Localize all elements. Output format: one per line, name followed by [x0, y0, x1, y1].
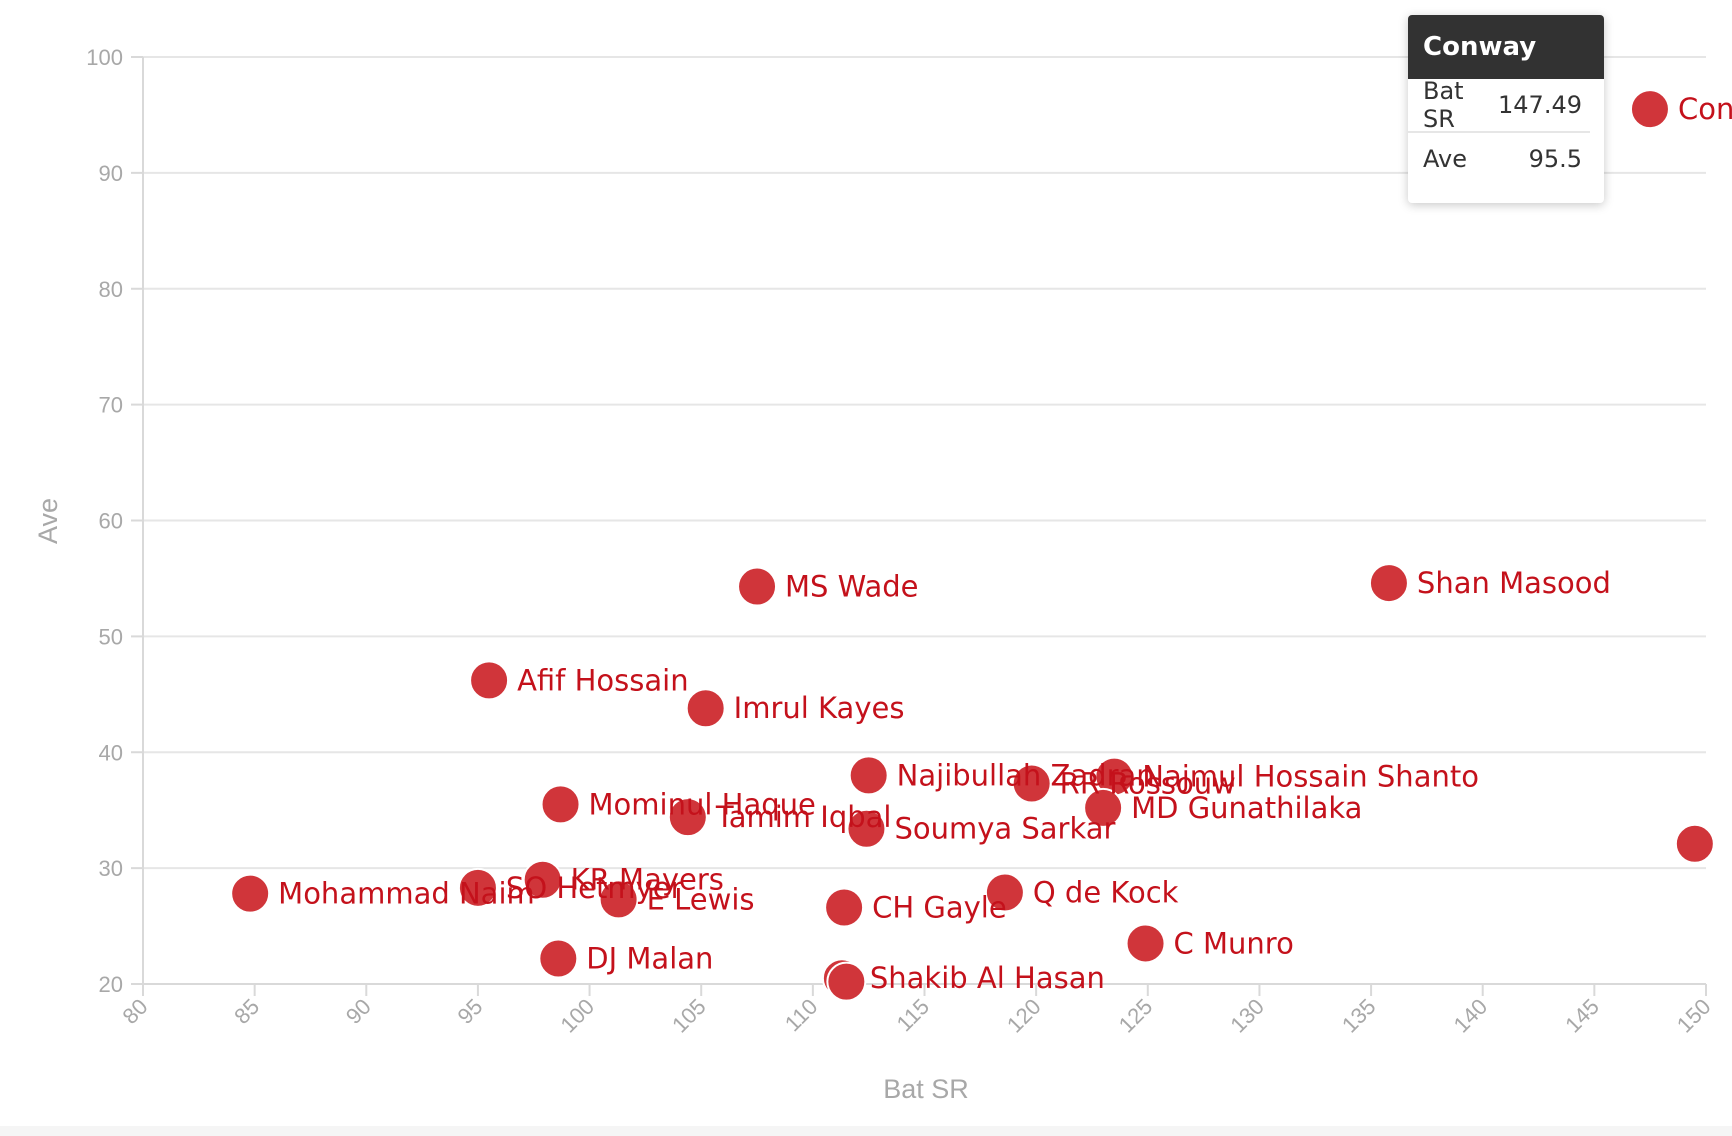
scatter-point[interactable] — [598, 879, 639, 920]
x-tick-label: 125 — [1114, 994, 1158, 1038]
point-label: DJ Malan — [586, 942, 713, 976]
scatter-point[interactable] — [846, 808, 887, 849]
y-tick-label: 50 — [99, 624, 123, 649]
point-label: C Munro — [1174, 926, 1294, 960]
scatter-point[interactable] — [685, 688, 726, 729]
point-label: Q de Kock — [1033, 875, 1179, 909]
point-label: MD Gunathilaka — [1131, 791, 1362, 825]
point-label: Tamim Iqbal — [715, 800, 892, 834]
point-label: Shakib Al Hasan — [870, 961, 1105, 995]
x-tick-label: 90 — [341, 994, 376, 1029]
bottom-strip — [0, 1126, 1732, 1136]
data-labels: Conway Shan Masood MS Wade Afif Hossain Imru… — [278, 92, 1732, 995]
point-label: KR Mayers — [571, 863, 724, 897]
point-label: MS Wade — [785, 570, 919, 604]
y-tick-label: 60 — [99, 509, 123, 534]
point-label: Afif Hossain — [517, 663, 689, 697]
x-tick-label: 80 — [118, 994, 153, 1029]
scatter-point[interactable] — [848, 755, 889, 796]
tooltip-row-label: Bat SR — [1423, 77, 1464, 133]
scatter-point[interactable] — [522, 859, 563, 900]
gridlines — [143, 56, 1706, 870]
point-label: Shan Masood — [1417, 566, 1611, 600]
x-tick-label: 150 — [1672, 994, 1716, 1038]
point-label: SO Hetmyer — [506, 871, 683, 905]
data-points[interactable] — [230, 89, 1715, 1002]
x-tick-label: 100 — [555, 994, 599, 1038]
scatter-point[interactable] — [824, 887, 865, 928]
y-tick-label: 30 — [99, 856, 123, 881]
x-tick-label: 135 — [1337, 994, 1381, 1038]
x-tick-label: 95 — [452, 994, 487, 1029]
point-label: Soumya Sarkar — [894, 812, 1115, 846]
scatter-point[interactable] — [1629, 89, 1670, 130]
y-tick-label: 90 — [99, 161, 123, 186]
scatter-point[interactable] — [469, 660, 510, 701]
tooltip-row-ave: Ave 95.5 — [1408, 133, 1604, 185]
scatter-point[interactable] — [826, 961, 867, 1002]
tooltip-title: Conway — [1408, 15, 1604, 79]
scatter-point[interactable] — [540, 784, 581, 825]
scatter-point[interactable] — [1125, 923, 1166, 964]
y-tick-label: 100 — [86, 45, 123, 70]
tooltip-row-label: Ave — [1423, 145, 1467, 173]
point-label: Najibullah Zadran — [897, 758, 1155, 792]
point-label: Mohammad Naim — [278, 877, 535, 911]
y-axis-title: Ave — [33, 498, 63, 544]
x-tick-label: 120 — [1002, 994, 1046, 1038]
point-label: E Lewis — [647, 882, 755, 916]
point-label: Najmul Hossain Shanto — [1142, 760, 1479, 794]
point-label: Mominul Haque — [589, 787, 816, 821]
x-tick-label: 140 — [1449, 994, 1493, 1038]
tooltip-row-value: 95.5 — [1528, 145, 1582, 173]
x-tick-label: 105 — [667, 994, 711, 1038]
point-label: CH Gayle — [872, 891, 1007, 925]
point-tooltip: Conway Bat SR 147.49 Ave 95.5 — [1408, 15, 1604, 203]
scatter-point[interactable] — [1083, 787, 1124, 828]
scatter-point[interactable] — [737, 566, 778, 607]
scatter-point[interactable] — [1674, 823, 1715, 864]
point-label: Imrul Kayes — [734, 691, 905, 725]
scatter-point[interactable] — [538, 938, 579, 979]
point-label: RR Rossouw — [1060, 767, 1236, 801]
y-tick-label: 20 — [99, 972, 123, 997]
scatter-point[interactable] — [1368, 563, 1409, 604]
scatter-point[interactable] — [667, 797, 708, 838]
scatter-point[interactable] — [1011, 763, 1052, 804]
x-tick-label: 110 — [780, 994, 822, 1036]
x-tick-label: 130 — [1225, 994, 1269, 1038]
point-label: Conway — [1678, 92, 1732, 126]
x-tick-label: 85 — [229, 994, 264, 1029]
y-tick-label: 40 — [99, 740, 123, 765]
scatter-point[interactable] — [457, 867, 498, 908]
tooltip-row-bat-sr: Bat SR 147.49 — [1408, 77, 1590, 133]
x-tick-label: 115 — [892, 994, 934, 1036]
scatter-point[interactable] — [230, 873, 271, 914]
scatter-point[interactable] — [984, 872, 1025, 913]
x-tick-label: 145 — [1560, 994, 1604, 1038]
tooltip-row-value: 147.49 — [1498, 91, 1582, 119]
y-tick-label: 80 — [99, 277, 123, 302]
y-tick-label: 70 — [99, 393, 123, 418]
x-axis-title: Bat SR — [883, 1074, 969, 1104]
